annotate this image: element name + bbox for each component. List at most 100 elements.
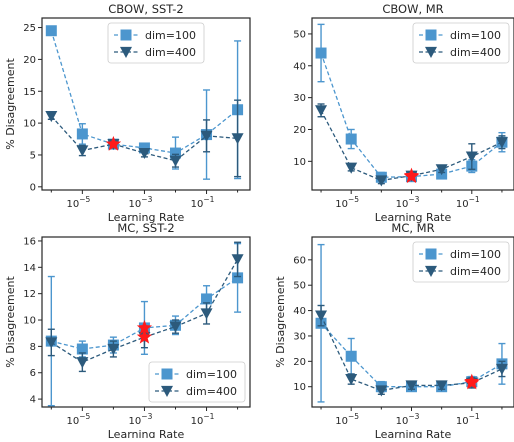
legend: dim=100 dim=400 xyxy=(148,361,246,403)
highlight-star xyxy=(464,374,480,390)
highlight-star xyxy=(136,319,153,335)
y-axis-label: % Disagreement xyxy=(4,58,17,150)
legend-box xyxy=(107,22,205,64)
data-point-dim400 xyxy=(435,164,448,176)
legend-label-dim400: dim=400 xyxy=(145,46,196,59)
legend: dim=100 dim=400 xyxy=(107,22,205,64)
data-point-dim400 xyxy=(345,373,358,386)
x-axis-label: Learning Rate xyxy=(108,211,185,224)
data-point-dim400 xyxy=(405,380,418,392)
data-point-dim100 xyxy=(345,350,357,362)
y-tick-label: 20 xyxy=(293,357,306,368)
data-point-dim400 xyxy=(45,337,58,349)
x-tick-label: 10−5 xyxy=(66,195,90,210)
legend-label-dim400: dim=400 xyxy=(450,46,501,59)
x-tick-label: 10−3 xyxy=(396,195,420,210)
x-tick-power: −5 xyxy=(79,412,90,421)
y-tick-label: 20 xyxy=(23,55,36,66)
data-point-dim400 xyxy=(345,162,358,174)
x-tick-base: 10 xyxy=(191,416,204,427)
data-point-dim400 xyxy=(375,385,388,397)
x-axis-label: Learning Rate xyxy=(375,211,452,224)
y-tick-label: 10 xyxy=(23,119,36,130)
legend-marker-dim400 xyxy=(161,385,173,397)
x-tick-label: 10−1 xyxy=(191,412,215,427)
data-point-dim400 xyxy=(45,111,58,123)
legend-marker-dim400 xyxy=(120,46,132,58)
data-point-dim400 xyxy=(435,380,448,392)
y-tick-label: 12 xyxy=(23,289,36,300)
highlight-star xyxy=(403,167,420,183)
axes-frame xyxy=(41,17,251,191)
y-tick-label: 20 xyxy=(293,125,306,136)
data-layer xyxy=(315,23,508,187)
data-point-dim100 xyxy=(345,133,357,145)
data-layer xyxy=(45,241,244,407)
legend-box xyxy=(412,22,510,64)
x-tick-power: −1 xyxy=(203,195,214,204)
x-tick-base: 10 xyxy=(66,199,79,210)
y-axis-label: % Disagreement xyxy=(274,276,287,368)
data-point-dim400 xyxy=(495,137,508,149)
x-tick-base: 10 xyxy=(456,416,469,427)
y-tick-label: 4 xyxy=(30,395,36,406)
y-tick-label: 60 xyxy=(293,255,306,266)
y-tick-label: 5 xyxy=(30,150,36,161)
y-axis-label: % Disagreement xyxy=(4,276,17,368)
x-tick-power: −3 xyxy=(408,195,419,204)
legend-label-dim100: dim=100 xyxy=(450,248,501,261)
legend: dim=100 dim=400 xyxy=(412,241,510,283)
y-tick-label: 8 xyxy=(30,342,36,353)
data-point-dim400 xyxy=(200,308,213,320)
x-tick-power: −1 xyxy=(469,412,480,421)
y-tick-label: 0 xyxy=(30,182,36,193)
axes-frame xyxy=(311,236,514,408)
data-point-dim400 xyxy=(200,130,213,142)
data-point-dim400 xyxy=(76,145,89,157)
x-tick-label: 10−3 xyxy=(129,412,153,427)
axes-frame xyxy=(311,17,514,191)
chart-title: CBOW, MR xyxy=(382,2,443,16)
data-point-dim100 xyxy=(76,343,88,355)
data-point-dim400 xyxy=(231,254,244,266)
legend-marker-dim100 xyxy=(120,29,132,41)
x-tick-label: 10−1 xyxy=(191,195,215,210)
x-tick-base: 10 xyxy=(396,416,409,427)
legend-marker-dim400 xyxy=(425,46,437,58)
y-tick-label: 25 xyxy=(23,23,36,34)
data-point-dim400 xyxy=(231,133,244,145)
legend: dim=100 dim=400 xyxy=(412,22,510,64)
legend-label-dim100: dim=100 xyxy=(145,29,196,42)
x-tick-base: 10 xyxy=(396,199,409,210)
legend-label-dim400: dim=400 xyxy=(450,265,501,278)
x-tick-label: 10−5 xyxy=(66,412,90,427)
y-tick-label: 16 xyxy=(23,236,36,247)
y-tick-label: 40 xyxy=(293,61,306,72)
x-tick-power: −3 xyxy=(408,412,419,421)
x-tick-label: 10−5 xyxy=(335,412,359,427)
x-tick-label: 10−3 xyxy=(396,412,420,427)
x-tick-base: 10 xyxy=(335,199,348,210)
highlight-star xyxy=(136,329,153,344)
x-tick-base: 10 xyxy=(191,199,204,210)
y-tick-label: 40 xyxy=(293,306,306,317)
x-tick-power: −5 xyxy=(348,195,359,204)
legend-marker-dim100 xyxy=(161,368,173,380)
chart-title: MC, SST-2 xyxy=(117,221,174,235)
legend-label-dim100: dim=100 xyxy=(450,29,501,42)
data-point-dim400 xyxy=(169,155,182,167)
legend-marker-dim400 xyxy=(425,265,437,277)
y-tick-label: 30 xyxy=(293,331,306,342)
x-axis-label: Learning Rate xyxy=(108,428,185,438)
data-layer xyxy=(45,25,244,180)
data-layer xyxy=(315,243,508,403)
x-tick-base: 10 xyxy=(335,416,348,427)
x-tick-base: 10 xyxy=(129,416,142,427)
data-point-dim400 xyxy=(107,343,120,356)
x-tick-label: 10−3 xyxy=(129,195,153,210)
x-tick-power: −1 xyxy=(203,412,214,421)
